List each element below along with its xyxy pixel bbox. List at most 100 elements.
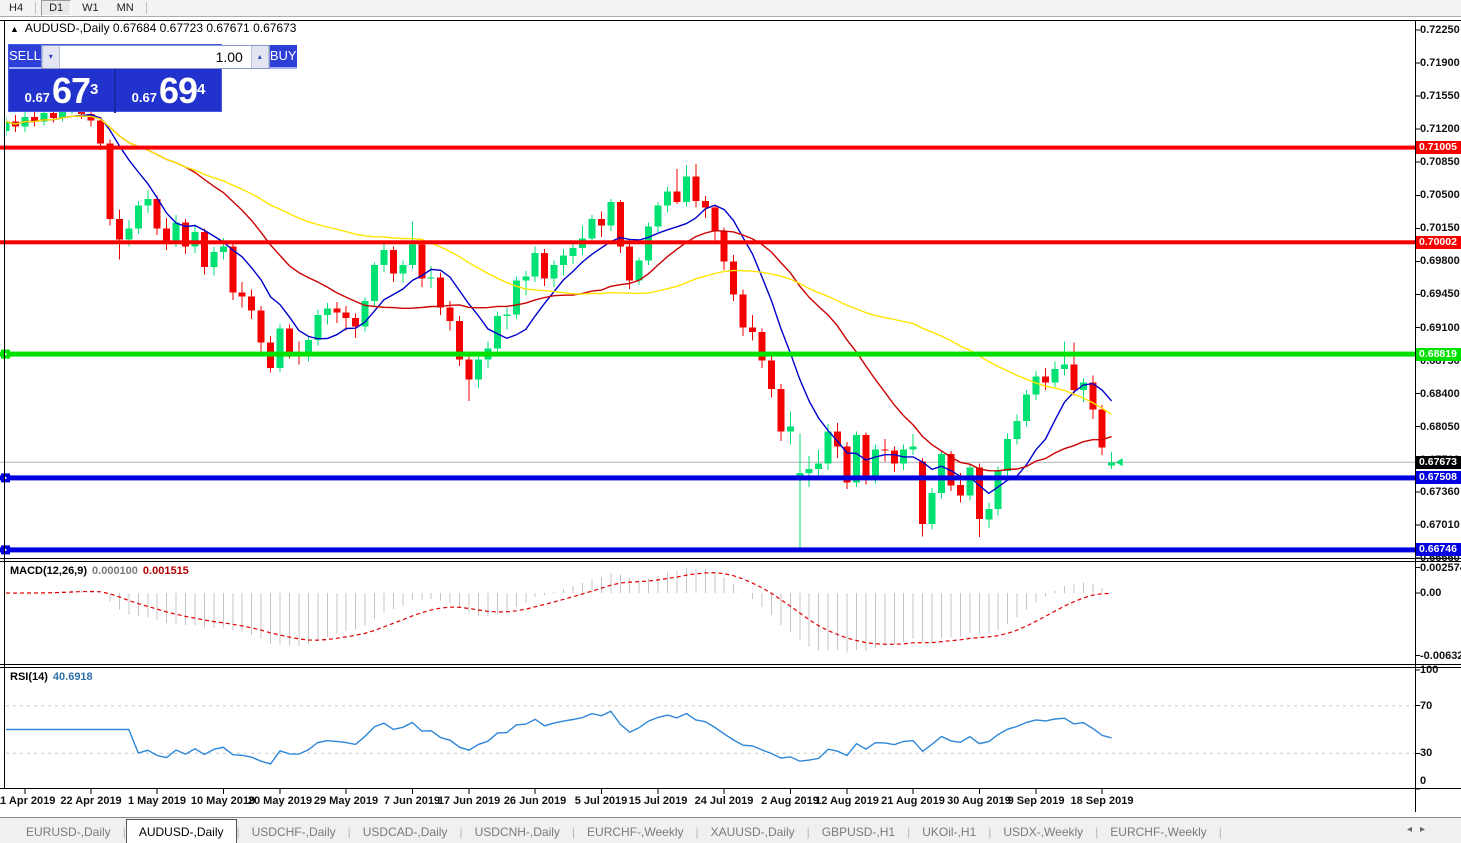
tab-separator: |	[459, 825, 463, 839]
tab-separator: |	[347, 825, 351, 839]
macd-tick-label: -0.006326	[1420, 650, 1461, 662]
volume-spinner: ▾ ▴	[40, 45, 270, 69]
chart-tab-4[interactable]: USDCNH-,Daily	[474, 825, 560, 839]
timeframe-button-d1[interactable]: D1	[41, 0, 72, 16]
tab-separator: |	[1095, 825, 1099, 839]
buy-price-small: 0.67	[131, 89, 157, 105]
sell-button[interactable]: SELL	[9, 45, 41, 69]
chart-tab-0[interactable]: EURUSD-,Daily	[26, 825, 111, 839]
volume-increase-icon[interactable]: ▴	[250, 46, 269, 68]
price-tick-label: 0.71200	[1420, 123, 1460, 135]
toolbar-separator	[35, 2, 37, 14]
moving-averages	[6, 113, 1113, 495]
date-tick-label: 18 Sep 2019	[1070, 795, 1134, 807]
date-tick-label: 5 Jul 2019	[574, 795, 628, 807]
tab-separator: |	[907, 825, 911, 839]
rsi-tick-label: 0	[1420, 775, 1427, 787]
date-tick-label: 7 Jun 2019	[383, 795, 441, 807]
price-tick-label: 0.71900	[1420, 57, 1460, 69]
sell-price-box[interactable]: 0.67 67 3	[9, 69, 116, 113]
date-tick-label: 11 Apr 2019	[0, 795, 56, 807]
date-tick-label: 26 Jun 2019	[503, 795, 567, 807]
price-tick-label: 0.69800	[1420, 255, 1460, 267]
chart-tab-5[interactable]: EURCHF-,Weekly	[587, 825, 684, 839]
hline-price-label: 0.70002	[1416, 236, 1461, 249]
macd-signal-line	[6, 572, 1112, 645]
date-tick-label: 20 May 2019	[247, 795, 313, 807]
date-tick-label: 17 Jun 2019	[437, 795, 501, 807]
date-tick-label: 29 May 2019	[313, 795, 379, 807]
price-tick-label: 0.69450	[1420, 288, 1460, 300]
last-price-arrow-icon	[1115, 458, 1123, 467]
tab-separator: |	[1218, 825, 1222, 839]
macd-histogram	[14, 568, 1113, 653]
volume-input[interactable]	[59, 46, 251, 68]
date-tick-label: 30 Aug 2019	[947, 795, 1011, 807]
hline-price-label: 0.71005	[1416, 141, 1461, 154]
price-tick-label: 0.68050	[1420, 421, 1460, 433]
date-tick-label: 1 May 2019	[127, 795, 187, 807]
tab-scroll-arrows[interactable]: ◂▸	[1407, 824, 1433, 835]
hline-price-label: 0.66746	[1416, 543, 1461, 556]
symbol-header: ▲ AUDUSD-,Daily 0.67684 0.67723 0.67671 0…	[10, 21, 296, 35]
price-tick-label: 0.72250	[1420, 24, 1460, 36]
price-tick-label: 0.67010	[1420, 519, 1460, 531]
tab-separator: |	[571, 825, 576, 839]
timeframe-toolbar: H4 D1 W1 MN	[0, 0, 1461, 17]
chart-tab-7[interactable]: GBPUSD-,H1	[821, 825, 896, 839]
chart-tab-1[interactable]: AUDUSD-,Daily	[125, 819, 237, 843]
price-tick-label: 0.69100	[1420, 322, 1460, 334]
tab-scroll-left-icon: ◂	[1406, 824, 1420, 835]
price-tick-label: 0.70500	[1420, 189, 1460, 201]
hline-price-label: 0.68819	[1416, 348, 1461, 361]
tab-separator: |	[695, 825, 699, 839]
candles	[6, 101, 1116, 548]
hline-price-label: 0.67508	[1416, 471, 1461, 484]
buy-price-box[interactable]: 0.67 69 4	[116, 69, 221, 113]
price-tick-label: 0.71550	[1420, 90, 1460, 102]
macd-tick-label: 0.002574	[1420, 562, 1461, 574]
price-tick-label: 0.67360	[1420, 486, 1460, 498]
chart-tab-10[interactable]: EURCHF-,Weekly	[1110, 825, 1207, 839]
sell-price-sup: 3	[90, 80, 99, 98]
buy-price-big: 69	[158, 70, 198, 111]
buy-button[interactable]: BUY	[269, 45, 297, 69]
chart-tab-3[interactable]: USDCAD-,Daily	[362, 825, 448, 839]
rsi-line	[6, 710, 1112, 765]
chart-tab-9[interactable]: USDX-,Weekly	[1003, 825, 1084, 839]
timeframe-button-w1[interactable]: W1	[82, 2, 99, 14]
chart-tab-2[interactable]: USDCHF-,Daily	[251, 825, 336, 839]
tab-separator: |	[236, 825, 240, 839]
date-tick-label: 21 Aug 2019	[881, 795, 945, 807]
tab-separator: |	[122, 825, 126, 839]
chart-tab-bar: EURUSD-,Daily | AUDUSD-,Daily | USDCHF-,Dail…	[0, 817, 1461, 843]
tab-separator: |	[988, 825, 992, 839]
price-tick-label: 0.70150	[1420, 222, 1460, 234]
date-tick-label: 2 Aug 2019	[761, 795, 819, 807]
timeframe-button-mn[interactable]: MN	[116, 2, 134, 14]
chart-tab-8[interactable]: UKOil-,H1	[922, 825, 977, 839]
timeframe-button-h4[interactable]: H4	[9, 2, 24, 14]
buy-price-sup: 4	[197, 80, 206, 98]
symbol-ohlc-text: AUDUSD-,Daily 0.67684 0.67723 0.67671 0.…	[24, 21, 297, 35]
date-tick-label: 24 Jul 2019	[694, 795, 754, 807]
chart-tab-6[interactable]: XAUUSD-,Daily	[710, 825, 795, 839]
price-tick-label: 0.70850	[1420, 156, 1460, 168]
rsi-label: RSI(14) 40.6918	[10, 671, 93, 683]
toolbar-separator	[145, 2, 147, 14]
sell-price-big: 67	[51, 70, 91, 111]
date-tick-label: 15 Jul 2019	[628, 795, 688, 807]
date-tick-label: 10 May 2019	[190, 795, 256, 807]
macd-label: MACD(12,26,9) 0.000100 0.001515	[10, 565, 189, 577]
volume-decrease-icon[interactable]: ▾	[41, 46, 60, 68]
symbol-collapse-icon[interactable]: ▲	[10, 24, 19, 34]
tab-separator: |	[806, 825, 810, 839]
rsi-tick-label: 30	[1420, 747, 1433, 759]
date-tick-label: 12 Aug 2019	[815, 795, 879, 807]
date-tick-label: 9 Sep 2019	[1007, 795, 1065, 807]
rsi-tick-label: 100	[1420, 664, 1439, 676]
current-price-label: 0.67673	[1416, 456, 1461, 469]
rsi-tick-label: 70	[1420, 700, 1433, 712]
